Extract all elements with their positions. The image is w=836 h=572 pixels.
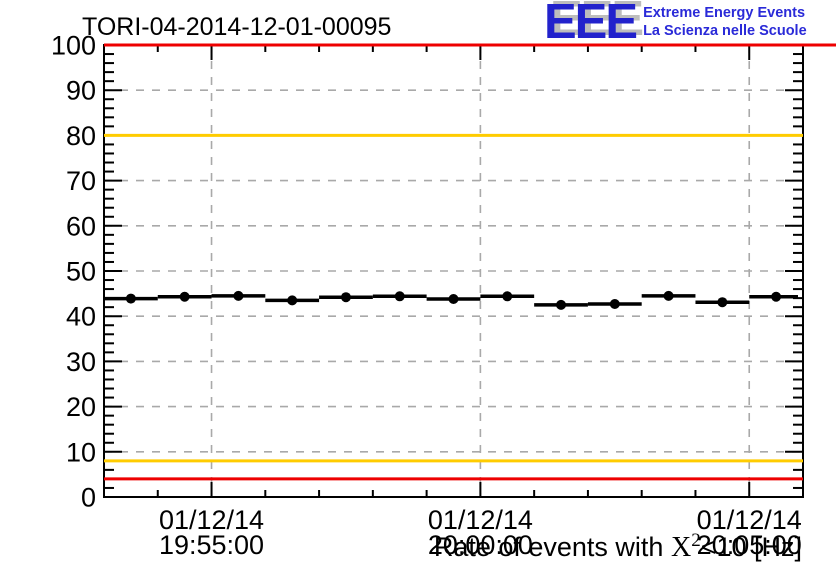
y-axis-label: 10 <box>66 437 96 467</box>
eee-logo-acronym: EEE <box>544 0 638 49</box>
data-point <box>502 291 513 302</box>
y-axis-label: 80 <box>66 121 96 151</box>
eee-logo: EEE Extreme Energy Events La Scienza nel… <box>544 0 807 49</box>
x-axis-time-label: 20:00:00 <box>428 530 533 560</box>
y-axis-label: 90 <box>66 76 96 106</box>
x-axis-date-label: 01/12/14 <box>159 505 264 535</box>
y-axis-label: 100 <box>51 30 96 60</box>
y-axis-label: 40 <box>66 302 96 332</box>
y-axis-label: 20 <box>66 392 96 422</box>
y-axis-label: 70 <box>66 166 96 196</box>
plot-title: TORI-04-2014-12-01-00095 <box>82 13 392 41</box>
y-axis-label: 50 <box>66 256 96 286</box>
data-point <box>556 299 567 310</box>
x-axis-date-label: 01/12/14 <box>697 505 802 535</box>
y-axis-label: 0 <box>81 482 96 512</box>
x-axis-time-label: 20:05:00 <box>697 530 802 560</box>
data-point <box>609 298 620 309</box>
data-point <box>340 292 351 303</box>
x-axis-time-label: 19:55:00 <box>159 530 264 560</box>
x-axis-title: Rate of events with X2<10 [Hz] <box>434 530 802 563</box>
data-point <box>179 291 190 302</box>
y-axis-label: 30 <box>66 347 96 377</box>
eee-logo-line2: La Scienza nelle Scuole <box>643 23 807 39</box>
data-point <box>663 290 674 301</box>
data-point <box>771 291 782 302</box>
data-point <box>233 290 244 301</box>
data-point <box>394 291 405 302</box>
data-point <box>287 295 298 306</box>
eee-logo-text: Extreme Energy Events La Scienza nelle S… <box>643 4 807 40</box>
y-axis-label: 60 <box>66 211 96 241</box>
data-point <box>717 297 728 308</box>
eee-logo-line1: Extreme Energy Events <box>643 5 806 21</box>
data-point <box>125 293 136 304</box>
data-point <box>448 294 459 305</box>
x-axis-date-label: 01/12/14 <box>428 505 533 535</box>
